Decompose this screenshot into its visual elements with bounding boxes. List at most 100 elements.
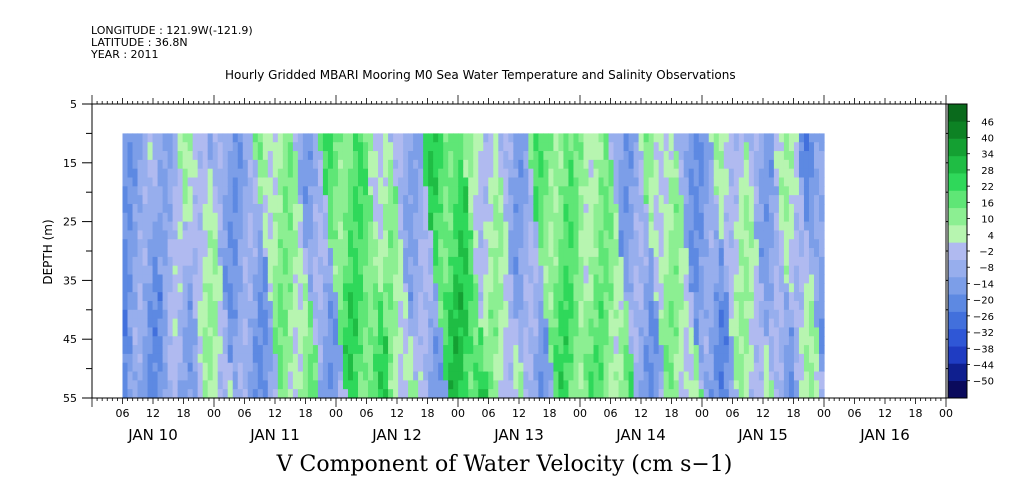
heatmap-cell — [633, 371, 640, 381]
heatmap-cell — [262, 221, 269, 232]
heatmap-cell — [232, 309, 239, 320]
heatmap-cell — [292, 133, 299, 143]
heatmap-cell — [808, 265, 815, 276]
heatmap-cell — [352, 212, 359, 223]
heatmap-cell — [418, 133, 424, 143]
heatmap-cell — [347, 353, 354, 364]
heatmap-cell — [538, 362, 544, 373]
heatmap-cell — [448, 265, 454, 276]
heatmap-cell — [493, 203, 499, 214]
heatmap-cell — [428, 274, 434, 284]
heatmap-cell — [122, 221, 129, 232]
heatmap-cell — [773, 336, 780, 346]
heatmap-cell — [127, 203, 134, 214]
heatmap-cell — [523, 195, 529, 205]
heatmap-cell — [302, 159, 309, 170]
heatmap-cell — [753, 283, 760, 293]
x-tick-label: 18 — [177, 407, 191, 420]
heatmap-cell — [598, 239, 605, 249]
heatmap-cell — [503, 389, 509, 399]
heatmap-cell — [653, 133, 660, 143]
heatmap-cell — [247, 300, 254, 311]
heatmap-cell — [237, 221, 244, 232]
heatmap-cell — [603, 203, 610, 214]
heatmap-cell — [603, 177, 610, 187]
heatmap-cell — [788, 177, 795, 187]
heatmap-cell — [543, 203, 550, 214]
heatmap-cell — [202, 362, 209, 373]
heatmap-cell — [312, 195, 319, 205]
heatmap-cell — [608, 318, 615, 329]
heatmap-cell — [763, 133, 770, 143]
heatmap-cell — [723, 353, 730, 364]
heatmap-cell — [212, 327, 219, 337]
heatmap-cell — [693, 133, 700, 143]
heatmap-cell — [658, 203, 665, 214]
heatmap-cell — [648, 353, 655, 364]
heatmap-cell — [307, 151, 314, 161]
heatmap-cell — [818, 362, 825, 373]
heatmap-cell — [738, 221, 745, 232]
heatmap-cell — [683, 168, 690, 179]
heatmap-cell — [342, 203, 349, 214]
heatmap-cell — [182, 274, 189, 284]
heatmap-cell — [162, 212, 169, 223]
heatmap-cell — [488, 221, 494, 232]
heatmap-cell — [257, 362, 264, 373]
heatmap-cell — [673, 327, 680, 337]
heatmap-cell — [282, 371, 289, 381]
heatmap-cell — [608, 362, 615, 373]
heatmap-cell — [383, 389, 389, 399]
heatmap-cell — [658, 389, 665, 399]
heatmap-cell — [683, 380, 690, 390]
heatmap-cell — [638, 283, 645, 293]
heatmap-cell — [463, 389, 469, 399]
heatmap-cell — [698, 142, 705, 152]
heatmap-cell — [748, 168, 755, 179]
heatmap-cell — [252, 353, 259, 364]
heatmap-cell — [222, 195, 229, 205]
heatmap-cell — [192, 274, 199, 284]
heatmap-cell — [312, 300, 319, 311]
heatmap-cell — [272, 362, 279, 373]
heatmap-cell — [708, 256, 715, 267]
heatmap-cell — [583, 151, 590, 161]
heatmap-cell — [698, 389, 705, 399]
heatmap-cell — [122, 371, 129, 381]
heatmap-cell — [388, 239, 394, 249]
heatmap-cell — [733, 380, 740, 390]
heatmap-cell — [302, 292, 309, 302]
heatmap-cell — [763, 274, 770, 284]
heatmap-cell — [368, 274, 374, 284]
heatmap-cell — [222, 309, 229, 320]
heatmap-cell — [418, 309, 424, 320]
heatmap-cell — [568, 151, 575, 161]
heatmap-cell — [608, 292, 615, 302]
heatmap-cell — [438, 203, 444, 214]
heatmap-cell — [593, 318, 600, 329]
heatmap-cell — [618, 186, 625, 196]
heatmap-cell — [538, 371, 544, 381]
heatmap-cell — [172, 168, 179, 179]
heatmap-cell — [778, 371, 785, 381]
chart-title: Hourly Gridded MBARI Mooring M0 Sea Wate… — [225, 68, 736, 82]
heatmap-cell — [212, 151, 219, 161]
heatmap-cell — [543, 300, 550, 311]
heatmap-cell — [673, 186, 680, 196]
heatmap-cell — [558, 159, 565, 170]
colorbar-label: 28 — [981, 166, 994, 177]
heatmap-cell — [653, 168, 660, 179]
heatmap-cell — [543, 230, 550, 240]
heatmap-cell — [503, 362, 509, 373]
heatmap-cell — [307, 142, 314, 152]
heatmap-cell — [553, 212, 560, 223]
heatmap-cell — [808, 221, 815, 232]
heatmap-cell — [302, 212, 309, 223]
heatmap-cell — [267, 239, 274, 249]
heatmap-cell — [418, 256, 424, 267]
heatmap-cell — [473, 248, 479, 258]
heatmap-cell — [347, 221, 354, 232]
heatmap-cell — [808, 380, 815, 390]
heatmap-cell — [758, 177, 765, 187]
heatmap-cell — [653, 142, 660, 152]
